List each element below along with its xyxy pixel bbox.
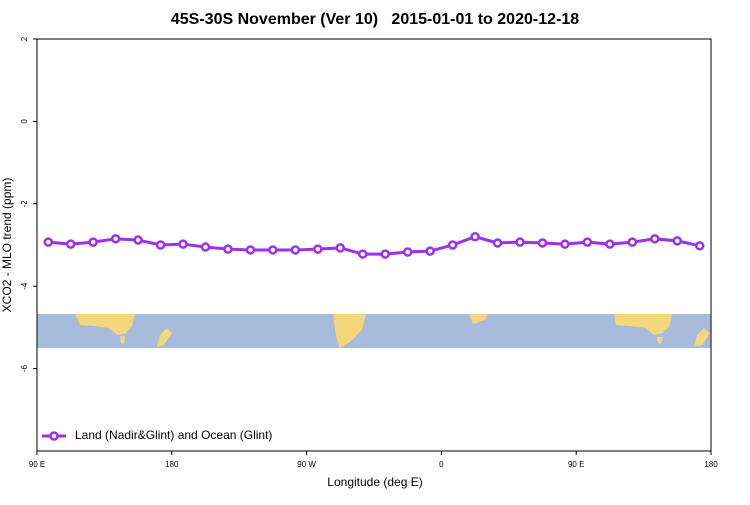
point — [380, 249, 390, 259]
point — [178, 239, 188, 249]
point — [402, 247, 413, 257]
y-tick-label: 2 — [20, 36, 29, 41]
point — [133, 235, 143, 245]
x-tick-label: 180 — [165, 460, 179, 469]
x-tick-label: 90 E — [29, 460, 45, 469]
point — [110, 234, 121, 244]
point — [313, 244, 323, 254]
legend-label: Land (Nadir&Glint) and Ocean (Glint) — [75, 428, 272, 442]
point — [515, 237, 525, 247]
point — [492, 238, 503, 248]
y-tick-label: -6 — [20, 364, 29, 372]
point — [627, 237, 638, 247]
point — [582, 237, 593, 247]
point — [358, 249, 368, 259]
legend-marker — [49, 431, 59, 441]
point — [425, 246, 435, 256]
x-tick-label: 90 W — [297, 460, 316, 469]
x-axis-label: Longitude (deg E) — [327, 475, 422, 489]
point — [43, 237, 53, 247]
point — [223, 244, 233, 254]
x-tick-label: 0 — [439, 460, 444, 469]
point — [155, 240, 166, 250]
point — [290, 245, 301, 255]
y-tick-label: -4 — [20, 282, 29, 290]
point — [650, 234, 660, 244]
chart-title: 45S-30S November (Ver 10) 2015-01-01 to … — [171, 11, 579, 28]
x-tick-label: 90 E — [568, 460, 584, 469]
point — [672, 236, 683, 246]
point — [335, 243, 346, 253]
point — [65, 239, 76, 249]
y-axis-label: XCO2 - MLO trend (ppm) — [0, 178, 14, 313]
y-tick-label: -2 — [20, 200, 29, 208]
point — [605, 239, 615, 249]
point — [447, 240, 458, 250]
point — [245, 245, 256, 255]
point — [560, 239, 570, 249]
point — [470, 232, 480, 242]
point — [695, 241, 705, 251]
series-line — [48, 235, 701, 256]
y-tick-label: 0 — [20, 119, 29, 124]
point — [537, 238, 548, 248]
point — [268, 245, 278, 255]
map-strip — [37, 314, 711, 348]
point — [200, 242, 211, 252]
plot-frame — [36, 38, 712, 452]
x-tick-label: 180 — [704, 460, 718, 469]
point — [88, 237, 98, 247]
